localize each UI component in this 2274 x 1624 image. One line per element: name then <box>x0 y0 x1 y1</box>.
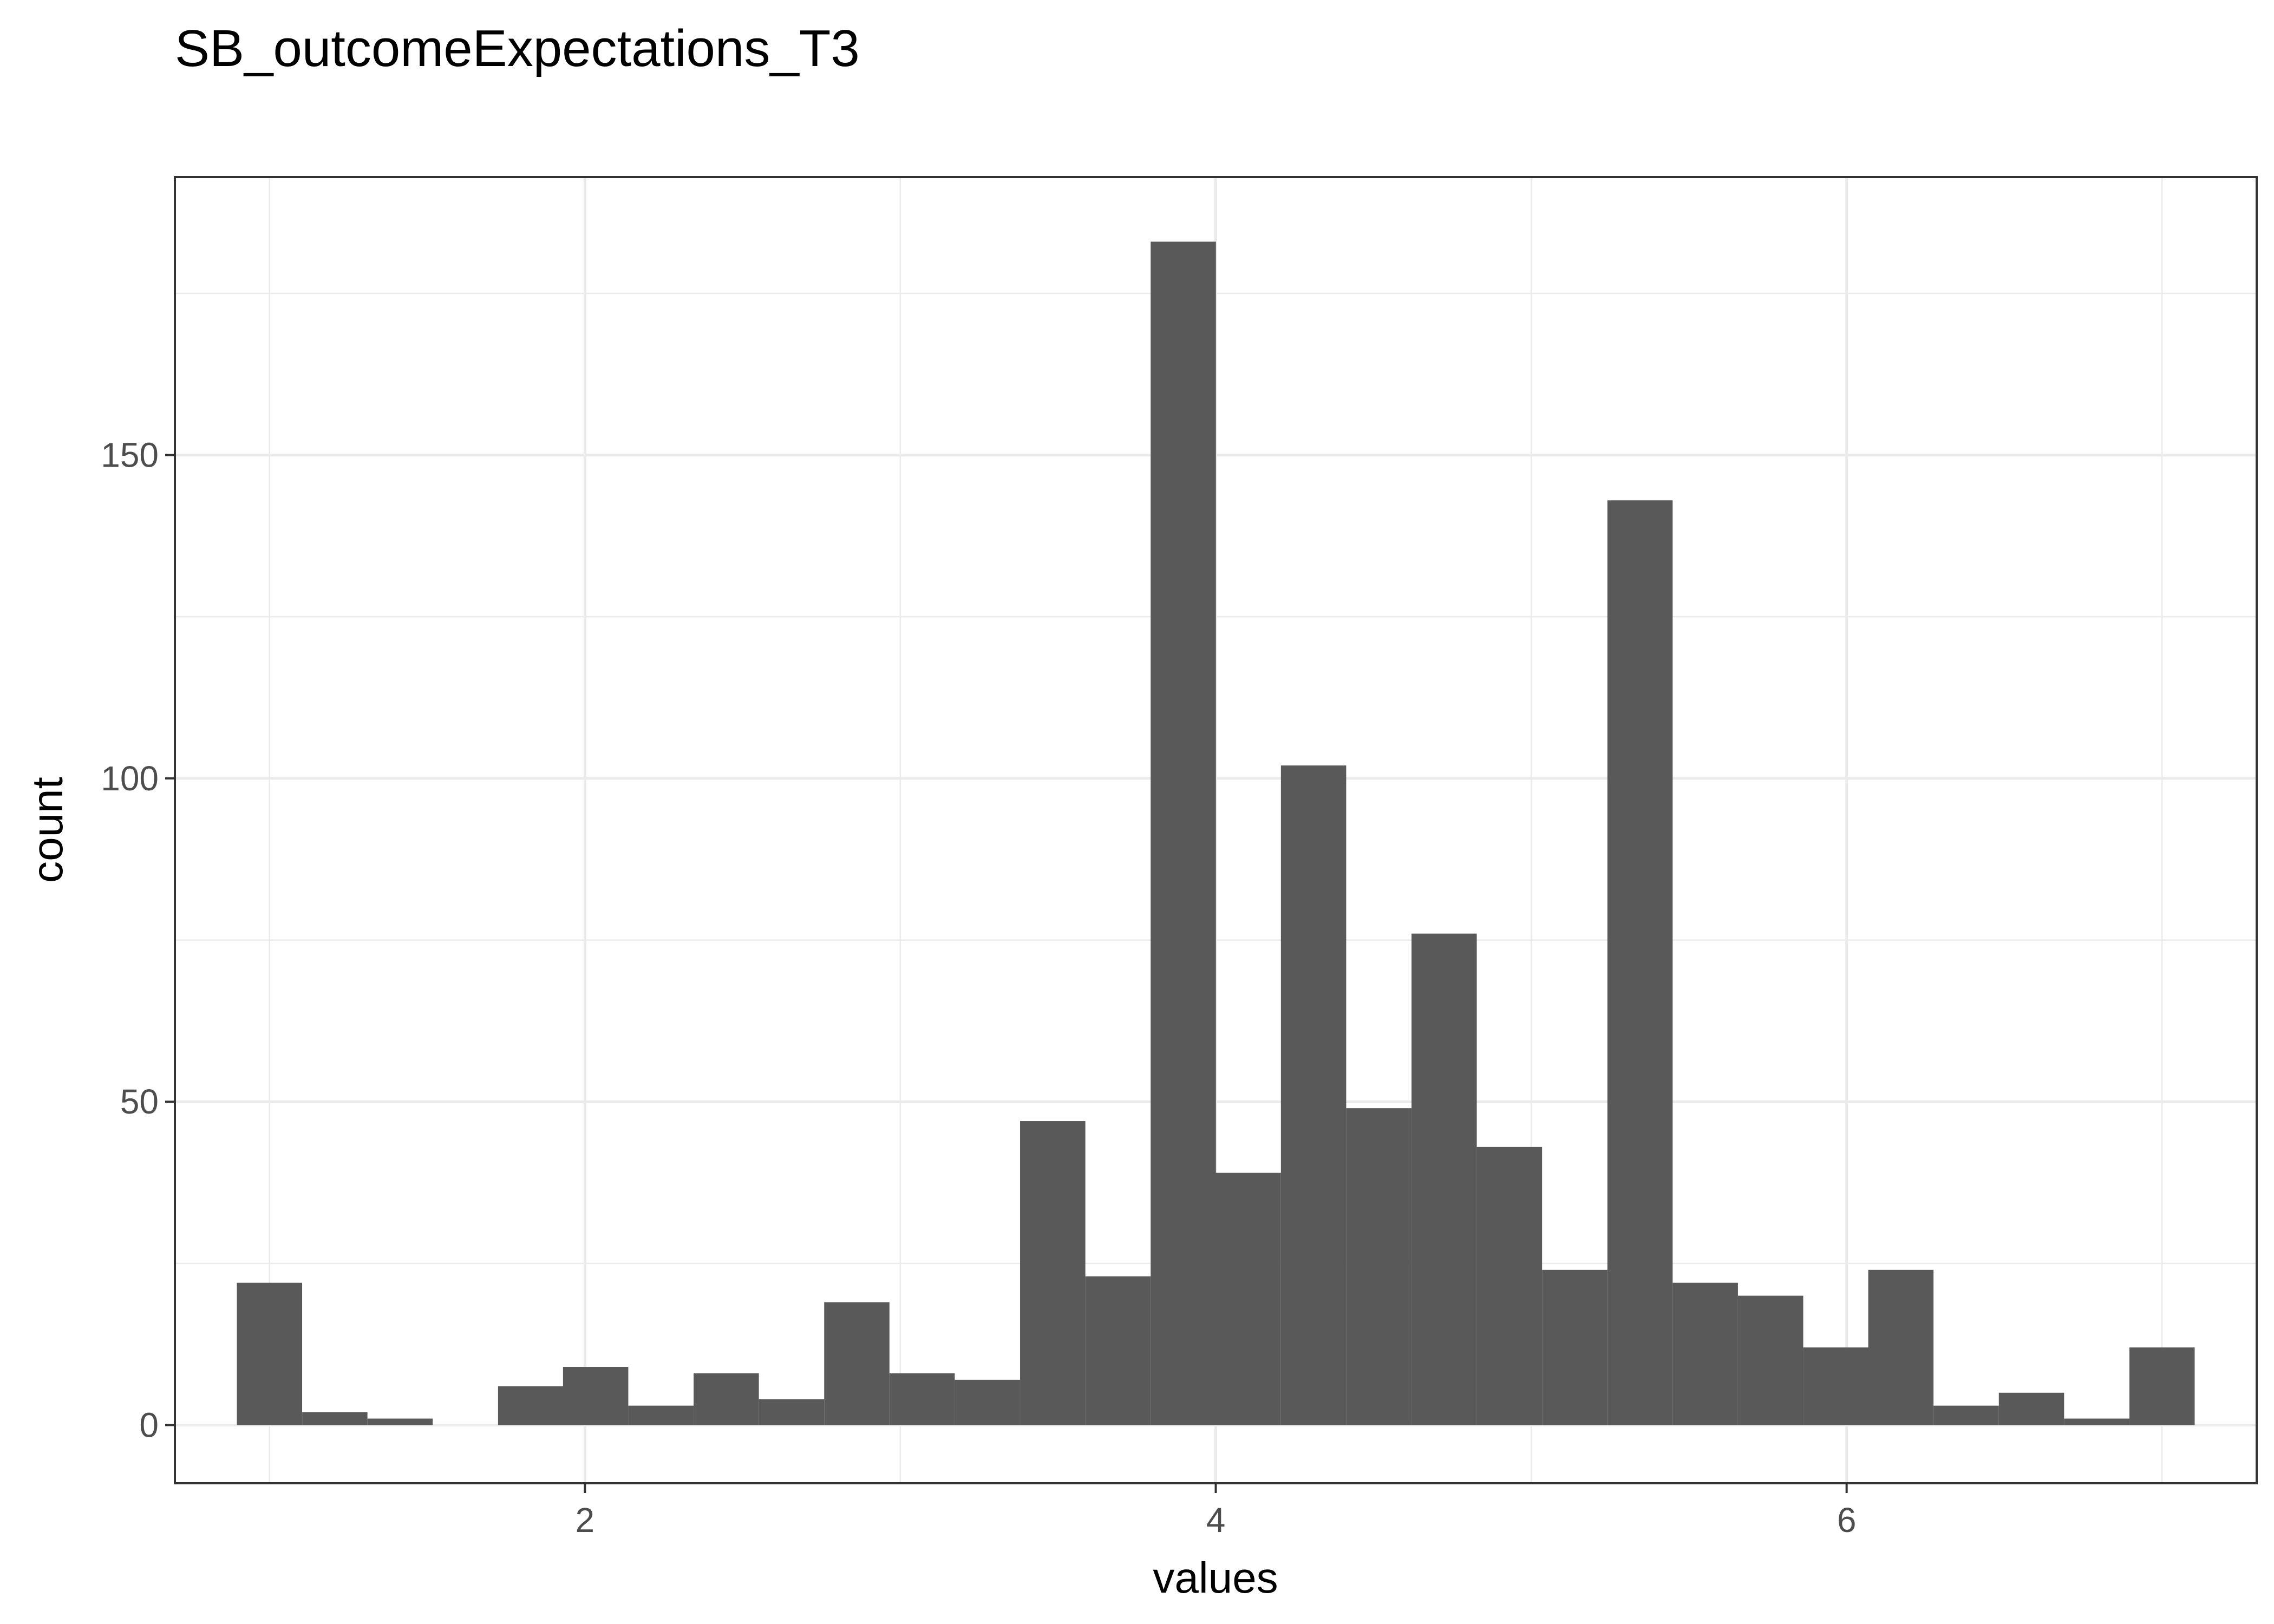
histogram-bar <box>1737 1295 1803 1425</box>
x-tick-label: 2 <box>576 1501 595 1540</box>
histogram-bar <box>1280 765 1347 1425</box>
histogram-bar <box>1216 1173 1281 1425</box>
x-axis: 2 4 6 <box>576 1483 1857 1540</box>
y-tick-label: 100 <box>101 759 159 798</box>
histogram-bar <box>237 1282 303 1425</box>
histogram-bar <box>1542 1269 1608 1425</box>
histogram-bar <box>1476 1147 1543 1425</box>
histogram-bar <box>2064 1418 2129 1425</box>
x-tick-label: 6 <box>1837 1501 1857 1540</box>
histogram-bar <box>1868 1269 1934 1425</box>
histogram-bar <box>1998 1392 2064 1425</box>
histogram-bar <box>824 1302 890 1425</box>
y-tick-label: 50 <box>120 1082 159 1121</box>
histogram-bar <box>889 1373 955 1425</box>
histogram-bar <box>628 1405 694 1425</box>
histogram-bar <box>563 1366 629 1425</box>
y-axis: 0 50 100 150 <box>101 436 175 1444</box>
x-tick-label: 4 <box>1206 1501 1226 1540</box>
histogram-bar <box>498 1386 564 1425</box>
histogram-bar <box>367 1418 433 1425</box>
y-tick-label: 150 <box>101 436 159 475</box>
chart-title: SB_outcomeExpectations_T3 <box>175 19 860 77</box>
histogram-bar <box>1412 933 1477 1425</box>
histogram-bar <box>1672 1282 1738 1425</box>
histogram-bar <box>1151 241 1216 1425</box>
histogram-bar <box>1803 1347 1869 1425</box>
histogram-bar <box>1607 500 1673 1425</box>
histogram-bar <box>2129 1347 2195 1425</box>
bars <box>237 241 2195 1425</box>
histogram-bar <box>1933 1405 1999 1425</box>
histogram-bar <box>694 1373 759 1425</box>
y-tick-label: 0 <box>139 1405 159 1444</box>
y-axis-title: count <box>23 777 71 883</box>
histogram-bar <box>1085 1276 1151 1425</box>
histogram-bar <box>955 1379 1020 1425</box>
histogram-bar <box>302 1412 368 1425</box>
histogram-bar <box>1020 1121 1086 1425</box>
x-axis-title: values <box>1153 1554 1278 1602</box>
histogram-bar <box>1346 1108 1412 1425</box>
histogram-bar <box>759 1399 825 1425</box>
